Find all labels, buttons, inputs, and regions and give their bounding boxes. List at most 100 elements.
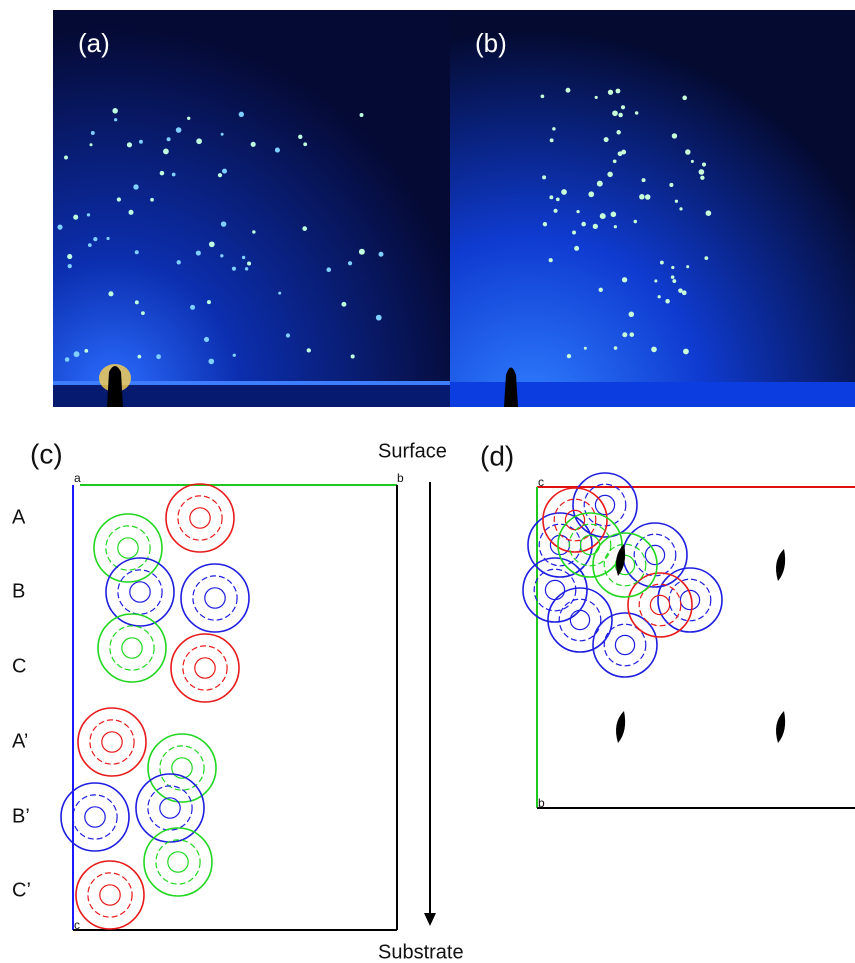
diffraction-image [53,10,450,407]
spot [242,256,245,259]
fullerene-core [122,638,142,658]
spot [588,191,594,197]
spot [167,137,171,141]
fullerene-core [190,508,210,528]
spot [127,142,132,147]
layer-label: A’ [12,730,28,752]
spot [567,354,571,358]
fullerene [573,473,637,537]
spot [702,163,706,167]
fullerene-core [85,807,105,827]
fullerene-ring [156,840,200,884]
fullerene-core [545,580,564,599]
spot [543,222,547,226]
fullerene-ring [160,746,204,790]
spot [360,113,364,117]
fullerene [171,634,239,702]
fullerene-ring [148,786,192,830]
spot [112,108,118,114]
axis-label: b [538,796,545,810]
spot [204,337,209,342]
spot [302,226,307,231]
fullerene-ring [110,626,154,670]
layer-label: C’ [12,879,31,901]
spot [704,256,708,260]
panel-a: (a) [53,10,450,407]
fullerene-ring [193,576,237,620]
spot [233,354,236,357]
screw-axis [776,711,785,743]
fullerene-ring [73,795,117,839]
fullerene-ring [569,524,611,566]
spot [613,159,617,163]
spot [87,213,90,216]
spot [137,355,141,359]
panel-label: (a) [78,28,110,58]
spot [135,300,139,304]
spot [642,178,646,182]
spot [208,359,214,365]
panel-label: (b) [475,28,507,58]
spot [67,254,72,259]
spot [351,354,355,358]
spot [611,212,617,218]
spot [541,94,545,98]
spot [671,275,675,279]
panel-d: (d) c b [480,440,855,810]
spot [576,210,579,213]
spot [84,349,88,353]
fullerene [558,513,622,577]
fullerene [78,708,146,776]
spot [139,140,143,144]
fullerene-ring [106,526,150,570]
spot [672,279,676,283]
spot [278,292,281,295]
fullerene [76,861,144,929]
screw-axis [616,711,625,743]
fullerene-ring [584,484,626,526]
spot [133,184,138,189]
spot [608,90,613,95]
spot [209,241,215,247]
spot [621,150,626,155]
spot [699,169,705,175]
layer-label: B [12,580,25,602]
spot [584,347,587,350]
spot [247,261,251,265]
spot [599,288,603,292]
layer-label: A [12,506,26,528]
spot [376,315,382,321]
axis-label: b [397,471,404,485]
fullerene [106,558,174,626]
screw-axis [776,549,785,581]
spot [348,261,352,265]
spot [117,197,121,201]
axis-label: c [538,475,544,489]
spot [128,210,133,215]
fullerene [548,588,612,652]
spot [595,96,598,99]
beamstop [107,366,123,407]
spot [675,200,678,203]
spot [706,210,712,216]
spot [669,183,673,187]
panel-b: (b) [450,10,855,407]
fullerene-ring [178,496,222,540]
spot [252,230,255,233]
fullerene [144,828,212,896]
spot [222,169,227,174]
spot [177,260,181,264]
spot [88,243,92,247]
spot [275,148,280,153]
spot [196,251,201,256]
spot [187,117,190,120]
fullerene [593,613,657,677]
spot [160,171,165,176]
fullerene-ring [118,570,162,614]
spot [683,349,689,355]
spot [686,265,689,268]
spot [654,279,657,282]
spot [581,222,586,227]
spot [572,231,576,235]
spot [298,135,302,139]
